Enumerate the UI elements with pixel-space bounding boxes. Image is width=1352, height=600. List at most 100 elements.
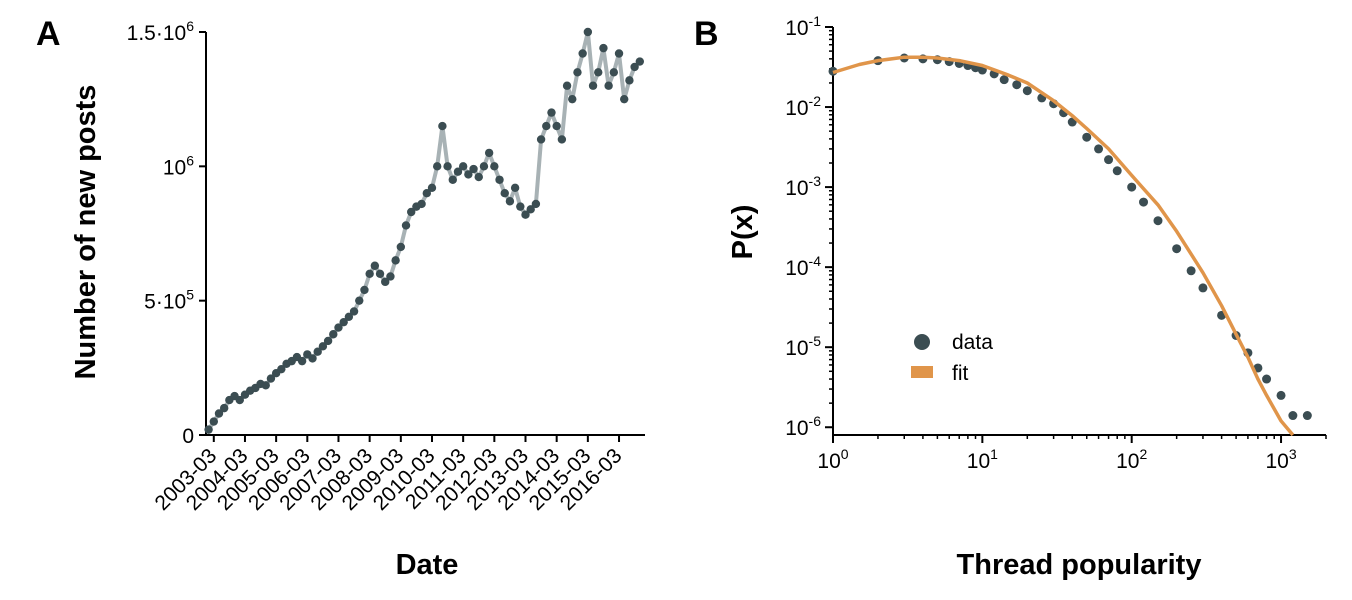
panel-a-point [500, 189, 509, 198]
panel-a-xlabel: Date [396, 549, 459, 581]
panel-a-ytick-label: 5·105 [144, 287, 194, 314]
panel-a-point [438, 121, 447, 131]
panel-a-point [578, 49, 587, 58]
panel-b-ticks: 10-6 10-5 10-4 10-3 10-2 10-1 100 101 102 103 [785, 13, 1327, 473]
panel-b-data-points [828, 53, 1312, 421]
panel-a-point [407, 207, 416, 217]
panel-a-point [516, 202, 525, 211]
panel-a-point [381, 277, 390, 287]
panel-a-point [261, 381, 270, 390]
panel-b-ytick-label: 10-4 [785, 253, 821, 280]
panel-b-data-point [1198, 283, 1208, 293]
panel-a-point [349, 307, 359, 316]
panel-a-point [604, 81, 613, 90]
panel-b-data-point [1104, 155, 1114, 165]
panel-a-point [318, 342, 328, 351]
panel-b-xlabel: Thread popularity [957, 549, 1202, 581]
panel-a-point [266, 374, 276, 383]
panel-a-point [453, 167, 463, 176]
panel-a-point [510, 183, 520, 193]
panel-b-ylabel: P(x) [727, 205, 759, 260]
panel-b-xtick-label: 102 [1116, 446, 1147, 473]
panel-b-ytick-label: 10-1 [785, 13, 821, 40]
panel-a-point [360, 285, 369, 295]
panel-a-ylabel: Number of new posts [70, 85, 102, 380]
panel-a-point [386, 272, 395, 281]
panel-b-xtick-label: 101 [967, 446, 998, 473]
panel-b-data-point [1288, 411, 1298, 421]
panel-a-point [422, 189, 431, 198]
panel-a-point [536, 135, 546, 144]
panel-a-points [204, 27, 645, 434]
panel-a-point [542, 121, 551, 131]
panel-a-point [339, 317, 348, 327]
panel-a-point [490, 162, 499, 171]
panel-a-axes [205, 32, 645, 436]
panel-b-fit-curve [832, 55, 1295, 437]
panel-a-point [635, 57, 645, 66]
panel-a-point [329, 330, 338, 339]
panel-b-legend: data fit [911, 331, 993, 385]
panel-a-point [588, 81, 598, 90]
panel-b-data-point [1153, 216, 1163, 226]
panel-a-point [484, 148, 494, 158]
panel-a-ytick-label: 106 [163, 152, 194, 179]
panel-b-data-point [1112, 166, 1122, 176]
panel-b-data-point [1022, 86, 1032, 96]
panel-a-point [583, 27, 593, 37]
panel-b-data-point [1276, 390, 1286, 400]
panel-a-point [526, 205, 535, 214]
panel-b-data-point [1172, 244, 1182, 254]
panel-a-point [573, 68, 582, 77]
panel-a-point [344, 312, 354, 321]
panel-a-ytick-label: 0 [182, 425, 194, 448]
panel-a-point [562, 81, 572, 90]
panel-b-letter: B [694, 15, 719, 53]
panel-a-point [594, 68, 603, 77]
legend-data-marker [914, 334, 930, 350]
panel-a-point [277, 364, 286, 374]
panel-a-point [323, 336, 333, 346]
panel-a-point [365, 269, 374, 278]
panel-b-data-point [1127, 182, 1137, 192]
panel-a-ytick-label: 1.5·106 [127, 18, 195, 45]
panel-a-point [204, 425, 213, 434]
panel-a-point [505, 197, 515, 206]
panel-a-point [443, 162, 452, 171]
panel-a-point [620, 94, 629, 104]
panel-b-data-point [1186, 266, 1196, 276]
panel-a: A Number of new posts Date 0 5·105 106 1.5·… [36, 15, 645, 581]
panel-a-point [427, 183, 437, 193]
panel-b-data-point [1302, 411, 1312, 421]
panel-a-point [614, 49, 624, 58]
legend-data-label: data [952, 331, 993, 354]
panel-a-point [308, 354, 317, 363]
panel-b-data-point [1139, 197, 1149, 207]
panel-b: B P(x) Thread popularity 10-6 10-5 10-4 10-… [694, 13, 1327, 581]
panel-b-data-point [999, 75, 1009, 85]
panel-a-point [214, 409, 224, 418]
panel-a-point [355, 296, 364, 305]
panel-a-point [219, 403, 229, 413]
panel-b-ytick-label: 10-6 [785, 413, 821, 440]
legend-fit-swatch [911, 366, 933, 378]
legend-fit-label: fit [952, 362, 969, 385]
panel-a-point [609, 68, 619, 77]
panel-a-point [401, 221, 411, 230]
panel-b-ytick-label: 10-5 [785, 333, 821, 360]
panel-a-point [547, 108, 556, 117]
panel-b-ytick-label: 10-2 [785, 93, 821, 120]
panel-b-xtick-label: 103 [1265, 446, 1296, 473]
panel-a-point [417, 199, 426, 209]
panel-a-point [209, 417, 218, 426]
panel-a-point [599, 43, 608, 53]
panel-a-point [458, 162, 468, 171]
panel-b-ytick-label: 10-3 [785, 173, 821, 200]
panel-a-point [495, 175, 504, 184]
panel-a-point [521, 210, 530, 219]
panel-a-point [235, 395, 244, 405]
panel-a-point [474, 172, 483, 182]
panel-b-axes [832, 27, 1326, 436]
panel-a-point [391, 256, 400, 265]
panel-a-point [568, 94, 577, 104]
